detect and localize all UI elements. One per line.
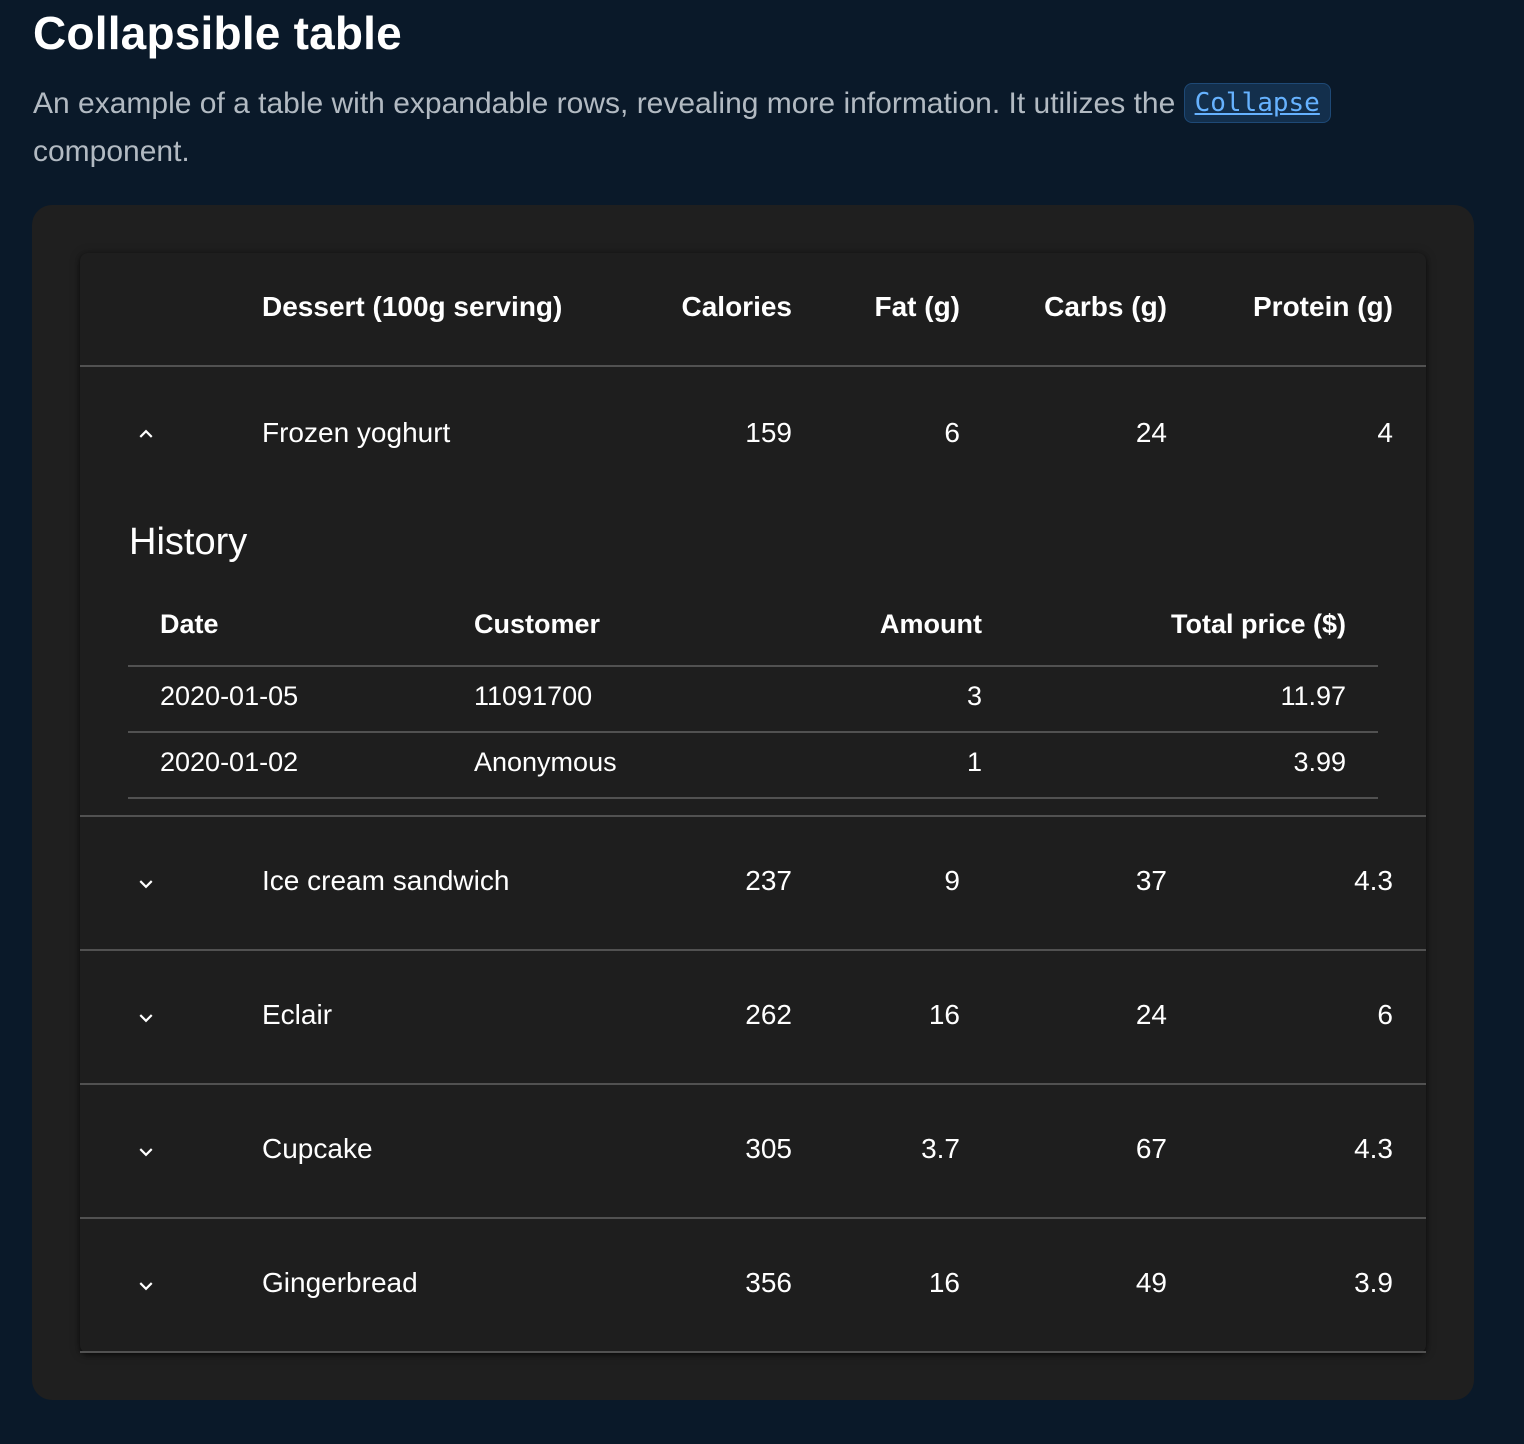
- chevron-down-icon: [139, 1148, 153, 1157]
- header-carbs: Carbs (g): [1044, 291, 1167, 322]
- history-customer: Anonymous: [474, 747, 617, 777]
- fat-value: 3.7: [921, 1133, 960, 1164]
- header-protein: Protein (g): [1253, 291, 1393, 322]
- carbs-value: 24: [1135, 999, 1167, 1030]
- header-fat: Fat (g): [874, 291, 960, 322]
- chevron-up-icon: [139, 429, 153, 438]
- history-date: 2020-01-02: [160, 747, 299, 777]
- calories-value: 237: [745, 865, 792, 896]
- history-header-total: Total price ($): [1170, 609, 1346, 639]
- protein-value: 4.3: [1354, 865, 1393, 896]
- table-row: Gingerbread 356 16 49 3.9: [80, 1219, 1426, 1353]
- history-date: 2020-01-05: [160, 681, 299, 711]
- expand-row-button[interactable]: [116, 1122, 176, 1182]
- history-amount: 3: [966, 681, 982, 711]
- dessert-name: Ice cream sandwich: [262, 865, 510, 896]
- dessert-name: Frozen yoghurt: [262, 417, 451, 448]
- collapsible-table: Dessert (100g serving) Calories Fat (g) …: [80, 253, 1426, 1353]
- dessert-name: Eclair: [262, 999, 333, 1030]
- history-header-date: Date: [160, 609, 219, 639]
- fat-value: 6: [944, 417, 960, 448]
- table-header-row: Dessert (100g serving) Calories Fat (g) …: [80, 253, 1426, 367]
- header-calories: Calories: [681, 291, 793, 322]
- table-row: Ice cream sandwich 237 9 37 4.3: [80, 817, 1426, 951]
- dessert-name: Gingerbread: [262, 1267, 418, 1298]
- protein-value: 6: [1377, 999, 1393, 1030]
- protein-value: 4.3: [1354, 1133, 1393, 1164]
- history-row: 2020-01-02 Anonymous 1 3.99: [128, 733, 1378, 799]
- demo-container: Dessert (100g serving) Calories Fat (g) …: [32, 205, 1474, 1400]
- page-intro: An example of a table with expandable ro…: [33, 80, 1473, 176]
- history-header-amount: Amount: [880, 609, 982, 639]
- intro-text-end: component.: [33, 135, 190, 168]
- table-row: Cupcake 305 3.7 67 4.3: [80, 1085, 1426, 1219]
- calories-value: 159: [745, 417, 792, 448]
- chevron-down-icon: [139, 1282, 153, 1291]
- fat-value: 9: [944, 865, 960, 896]
- carbs-value: 37: [1135, 865, 1167, 896]
- table-row: Eclair 262 16 24 6: [80, 951, 1426, 1085]
- carbs-value: 67: [1135, 1133, 1167, 1164]
- carbs-value: 49: [1135, 1267, 1167, 1298]
- history-total: 11.97: [1280, 681, 1346, 711]
- history-header-customer: Customer: [474, 609, 601, 639]
- fat-value: 16: [928, 999, 960, 1030]
- header-dessert: Dessert (100g serving): [262, 291, 563, 322]
- history-amount: 1: [966, 747, 982, 777]
- calories-value: 262: [745, 999, 792, 1030]
- expand-row-button[interactable]: [116, 404, 176, 464]
- chevron-down-icon: [139, 1014, 153, 1023]
- protein-value: 4: [1377, 417, 1393, 448]
- carbs-value: 24: [1135, 417, 1167, 448]
- history-customer: 11091700: [474, 681, 593, 711]
- dessert-name: Cupcake: [262, 1133, 373, 1164]
- history-title: History: [129, 521, 248, 563]
- protein-value: 3.9: [1354, 1267, 1393, 1298]
- page-title: Collapsible table: [33, 7, 402, 59]
- collapse-code-link[interactable]: Collapse: [1183, 83, 1331, 123]
- intro-text: An example of a table with expandable ro…: [33, 87, 1184, 120]
- expand-row-button[interactable]: [116, 988, 176, 1048]
- calories-value: 356: [745, 1267, 792, 1298]
- expand-row-button[interactable]: [116, 1256, 176, 1316]
- history-panel: History Date Customer Amount Total price…: [80, 253, 1426, 817]
- history-row: 2020-01-05 11091700 3 11.97: [128, 667, 1378, 733]
- chevron-down-icon: [139, 880, 153, 889]
- fat-value: 16: [928, 1267, 960, 1298]
- history-total: 3.99: [1293, 747, 1346, 777]
- calories-value: 305: [745, 1133, 792, 1164]
- history-header-row: Date Customer Amount Total price ($): [128, 597, 1378, 667]
- expand-row-button[interactable]: [116, 854, 176, 914]
